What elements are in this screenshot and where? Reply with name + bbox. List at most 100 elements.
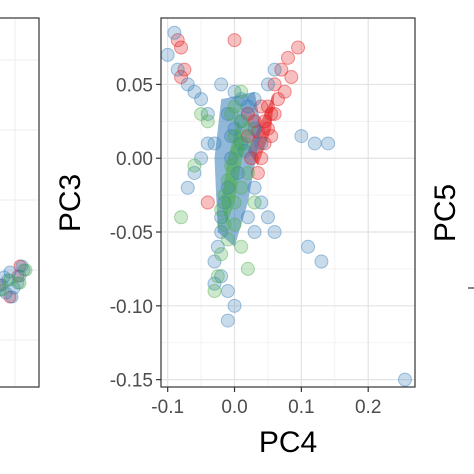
scatter-point — [174, 40, 189, 55]
scatter-point — [234, 114, 249, 129]
scatter-point — [170, 62, 185, 77]
scatter-point — [160, 47, 175, 62]
scatter-point — [187, 165, 202, 180]
center-panel: 0.05 0.00 -0.05 -0.10 -0.15 -0.1 0.0 0.1 0.2 PC… — [54, 17, 416, 459]
scatter-point — [174, 70, 189, 85]
scatter-point — [210, 239, 225, 254]
scatter-point — [207, 284, 222, 299]
x-tick-label: -0.1 — [151, 397, 184, 418]
scatter-point — [200, 106, 215, 121]
scatter-point — [281, 50, 295, 65]
y-tick-label: 0.05 — [116, 75, 153, 96]
scatter-point — [214, 269, 229, 284]
scatter-point — [254, 151, 269, 166]
scatter-point — [234, 239, 249, 254]
y-axis-title: PC3 — [54, 174, 87, 232]
scatter-point — [267, 62, 282, 77]
scatter-point — [13, 269, 27, 283]
scatter-point — [220, 173, 235, 188]
scatter-point — [214, 77, 229, 92]
scatter-point — [234, 180, 249, 195]
scatter-point — [240, 129, 255, 144]
scatter-point — [220, 313, 235, 328]
scatter-point — [174, 210, 189, 225]
scatter-point — [11, 276, 25, 290]
scatter-point — [224, 129, 239, 144]
scatter-point — [247, 180, 262, 195]
scatter-point — [240, 165, 255, 180]
scatter-point — [227, 129, 242, 144]
scatter-point — [274, 62, 289, 77]
scatter-point — [257, 136, 272, 151]
x-axis-title: PC4 — [259, 426, 317, 459]
scatter-point — [220, 106, 235, 121]
scatter-point — [214, 202, 229, 217]
y-tick-label: -0.10 — [110, 297, 153, 318]
left-panel-grid — [0, 19, 38, 386]
scatter-point — [3, 290, 17, 304]
scatter-point — [264, 106, 279, 121]
scatter-point — [194, 151, 209, 166]
scatter-point — [240, 121, 255, 136]
scatter-point — [230, 143, 245, 158]
scatter-point — [227, 195, 242, 210]
scatter-point — [194, 106, 209, 121]
center-panel-grid — [161, 18, 415, 387]
scatter-point — [214, 247, 229, 262]
scatter-point — [277, 84, 292, 99]
scatter-point — [227, 217, 242, 232]
center-panel-border — [160, 17, 416, 388]
scatter-point — [321, 136, 336, 151]
scatter-point — [217, 195, 232, 210]
scatter-point — [270, 92, 285, 107]
scatter-point — [234, 114, 249, 129]
scatter-point — [230, 165, 245, 180]
x-axis-ticks: -0.1 0.0 0.1 0.2 — [151, 387, 381, 418]
left-panel-border — [0, 17, 40, 388]
scatter-point — [240, 210, 255, 225]
scatter-point — [247, 114, 262, 129]
scatter-point — [294, 129, 309, 144]
scatter-point — [240, 261, 255, 276]
scatter-point — [200, 114, 215, 129]
scatter-point — [220, 232, 235, 247]
scatter-point — [314, 254, 329, 269]
scatter-point — [0, 286, 13, 300]
scatter-point — [267, 77, 282, 92]
scatter-point — [17, 263, 31, 277]
scatter-point — [234, 84, 249, 99]
scatter-point — [260, 210, 275, 225]
scatter-point — [167, 25, 182, 40]
right-panel: PC5 — [429, 184, 474, 289]
scatter-point — [207, 254, 222, 269]
center-panel-background — [161, 18, 415, 387]
scatter-point — [3, 273, 17, 287]
scatter-point — [7, 281, 21, 295]
scatter-point — [240, 99, 255, 114]
scatter-point — [227, 298, 242, 313]
right-panel-y-axis-title: PC5 — [429, 184, 462, 242]
scatter-point — [217, 188, 232, 203]
scatter-point — [220, 180, 235, 195]
scatter-point — [247, 121, 262, 136]
scatter-point — [180, 77, 195, 92]
left-panel — [0, 17, 40, 388]
y-tick-label: 0.00 — [116, 149, 153, 170]
scatter-point — [267, 225, 282, 240]
scatter-point — [227, 33, 242, 48]
scatter-point — [0, 278, 7, 292]
scatter-point — [224, 106, 239, 121]
left-panel-points — [0, 259, 33, 304]
scatter-point — [240, 106, 255, 121]
scatter-point — [227, 84, 242, 99]
scatter-point — [19, 263, 33, 277]
scatter-point — [0, 283, 7, 297]
scatter-point — [247, 195, 262, 210]
scatter-point — [217, 217, 232, 232]
scatter-point — [291, 40, 306, 55]
scatter-point — [301, 239, 316, 254]
x-tick-label: 0.1 — [288, 397, 314, 418]
y-tick-label: -0.05 — [110, 223, 153, 244]
scatter-point — [214, 210, 229, 225]
